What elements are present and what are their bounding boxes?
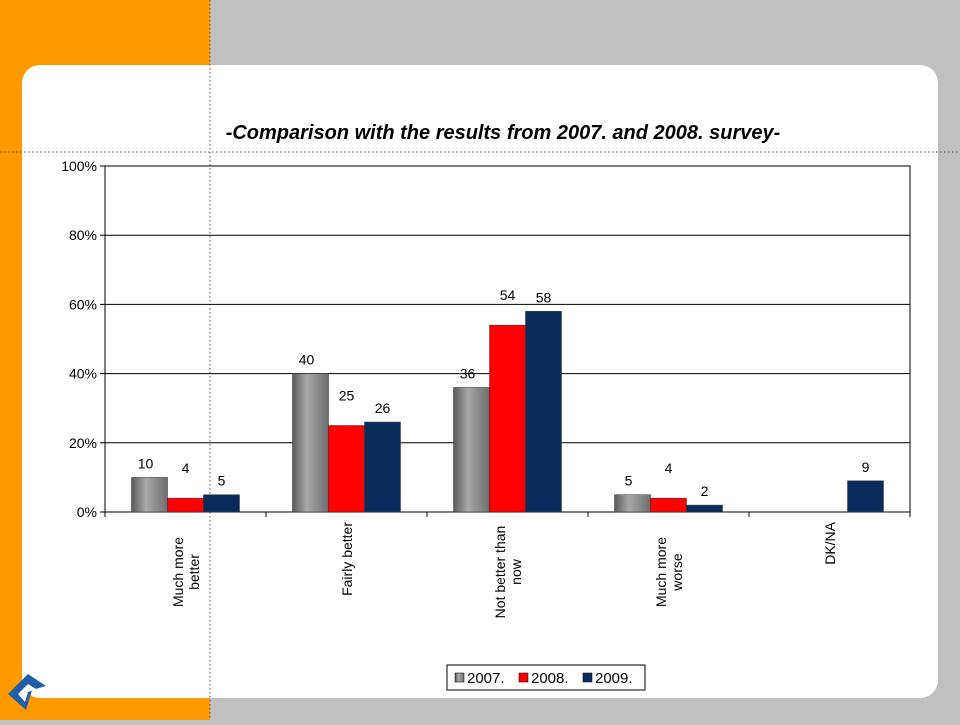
legend-label: 2009. <box>595 670 633 687</box>
panel <box>22 65 938 698</box>
y-tick-label: 40% <box>69 366 97 382</box>
bar <box>453 387 490 513</box>
bar <box>167 497 204 513</box>
y-tick-label: 0% <box>77 504 97 520</box>
data-label: 25 <box>339 388 355 404</box>
bar <box>292 373 329 513</box>
data-label: 9 <box>862 459 870 475</box>
bar <box>847 480 884 513</box>
bar <box>131 477 168 513</box>
x-tick-label: Not better than now <box>491 525 524 619</box>
data-label: 40 <box>299 352 315 368</box>
legend-box <box>446 664 646 691</box>
x-tick-label: Much more worse <box>652 536 685 608</box>
data-label: 5 <box>625 473 633 489</box>
legend-swatch <box>454 672 465 683</box>
data-label: 2 <box>701 483 709 499</box>
x-tick-label: Much more better <box>169 536 202 608</box>
y-tick-label: 100% <box>61 158 97 174</box>
y-tick-label: 60% <box>69 296 97 312</box>
chart-title: -Comparison with the results from 2007. … <box>226 122 781 144</box>
data-label: 58 <box>536 289 552 305</box>
legend-label: 2008. <box>531 670 569 687</box>
x-tick-label: DK/NA <box>821 522 838 565</box>
x-tick-label: Fairly better <box>338 522 355 596</box>
data-label: 54 <box>500 287 516 303</box>
legend-swatch <box>518 672 529 683</box>
y-tick-label: 80% <box>69 227 97 243</box>
data-label: 4 <box>665 460 673 476</box>
data-label: 26 <box>375 400 391 416</box>
data-label: 36 <box>460 365 476 381</box>
bar <box>686 504 723 513</box>
legend-swatch <box>582 672 593 683</box>
bar <box>525 311 562 513</box>
bar <box>364 421 401 513</box>
bar <box>489 324 526 513</box>
legend-label: 2007. <box>467 670 505 687</box>
data-label: 4 <box>182 460 190 476</box>
bar <box>203 494 240 513</box>
bar <box>614 494 651 513</box>
y-tick-label: 20% <box>69 435 97 451</box>
data-label: 10 <box>138 455 154 471</box>
data-label: 5 <box>218 473 226 489</box>
bar <box>650 497 687 513</box>
bar <box>328 425 365 513</box>
logo <box>8 674 46 710</box>
